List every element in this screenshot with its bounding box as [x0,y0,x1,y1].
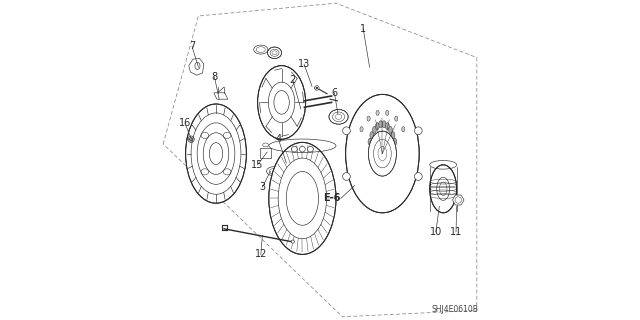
Ellipse shape [391,132,395,139]
Ellipse shape [268,47,282,59]
Circle shape [316,87,317,89]
Ellipse shape [368,138,372,145]
Ellipse shape [385,123,389,130]
Text: 16: 16 [179,118,191,128]
Text: E-6: E-6 [323,193,340,204]
Ellipse shape [307,146,314,152]
Text: 7: 7 [189,41,195,52]
Circle shape [291,240,294,243]
Ellipse shape [376,123,380,130]
Ellipse shape [329,109,348,124]
Circle shape [342,127,350,134]
Ellipse shape [376,110,379,116]
Text: 6: 6 [332,88,337,98]
Text: 2: 2 [290,75,296,85]
Ellipse shape [372,126,376,133]
Polygon shape [214,93,228,99]
Ellipse shape [388,126,392,133]
Ellipse shape [402,127,405,132]
Text: 10: 10 [429,227,442,237]
Text: 3: 3 [259,182,266,192]
Ellipse shape [360,127,363,132]
Ellipse shape [370,132,374,139]
Ellipse shape [430,165,457,213]
Text: SHJ4E0610B: SHJ4E0610B [431,305,479,314]
Circle shape [314,86,319,90]
Text: 12: 12 [255,249,267,260]
Ellipse shape [269,142,336,254]
Text: 8: 8 [211,72,218,82]
Text: 4: 4 [275,134,282,144]
Ellipse shape [393,138,397,145]
Text: 1: 1 [360,24,366,34]
FancyBboxPatch shape [260,148,271,158]
Ellipse shape [382,121,386,128]
Text: 11: 11 [450,227,462,237]
Ellipse shape [300,146,305,152]
Polygon shape [189,58,204,75]
Ellipse shape [258,66,306,139]
Ellipse shape [346,94,419,213]
Ellipse shape [386,110,389,116]
Text: 15: 15 [252,160,264,170]
Circle shape [342,173,350,180]
Ellipse shape [186,104,246,203]
Circle shape [415,127,422,134]
Text: 13: 13 [298,59,310,69]
Ellipse shape [367,116,370,121]
Ellipse shape [369,131,396,176]
Ellipse shape [292,146,297,152]
Ellipse shape [395,116,398,121]
Circle shape [415,173,422,180]
Ellipse shape [379,121,383,128]
